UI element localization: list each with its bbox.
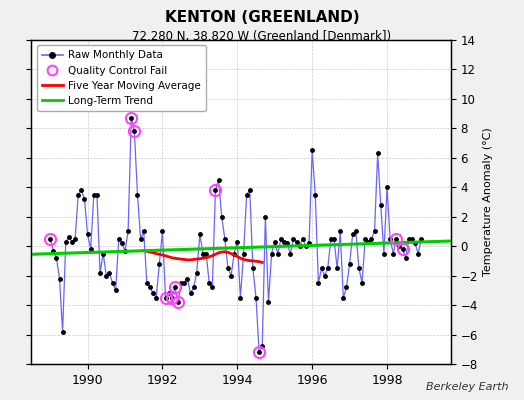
Text: 72.280 N, 38.820 W (Greenland [Denmark]): 72.280 N, 38.820 W (Greenland [Denmark]) (133, 30, 391, 43)
Y-axis label: Temperature Anomaly (°C): Temperature Anomaly (°C) (483, 128, 493, 276)
Text: KENTON (GREENLAND): KENTON (GREENLAND) (165, 10, 359, 25)
Text: Berkeley Earth: Berkeley Earth (426, 382, 508, 392)
Legend: Raw Monthly Data, Quality Control Fail, Five Year Moving Average, Long-Term Tren: Raw Monthly Data, Quality Control Fail, … (37, 45, 206, 111)
